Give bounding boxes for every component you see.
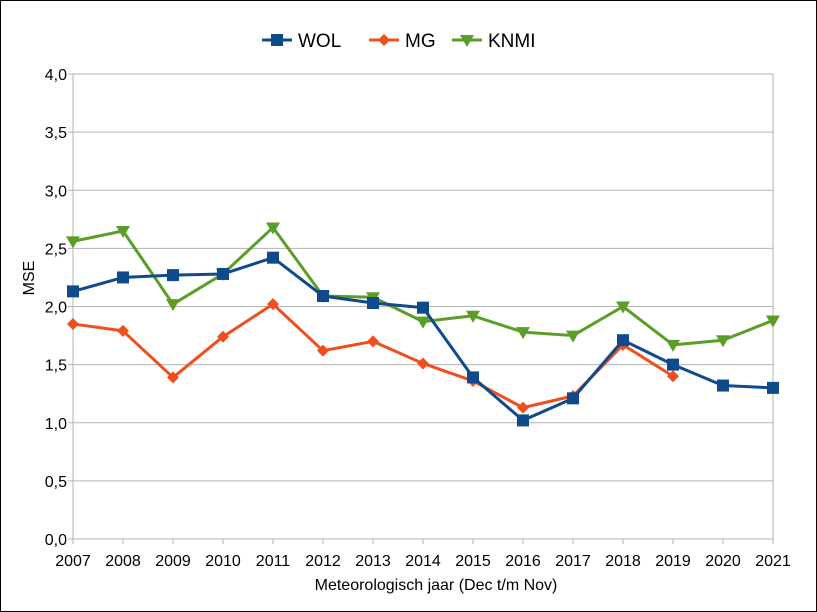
legend-marker <box>460 35 474 47</box>
x-tick-label: 2008 <box>105 553 141 570</box>
data-point-mg <box>667 370 679 383</box>
data-point-wol <box>267 251 279 264</box>
data-point-knmi <box>516 327 530 340</box>
x-tick-label: 2012 <box>305 553 341 570</box>
x-tick-label: 2019 <box>655 553 691 570</box>
y-tick-label: 4,0 <box>45 67 67 84</box>
legend-marker <box>271 34 283 46</box>
y-tick-label: 1,0 <box>45 416 67 433</box>
data-point-knmi <box>66 236 80 249</box>
x-tick-label: 2018 <box>605 553 641 570</box>
x-tick-label: 2010 <box>205 553 241 570</box>
data-point-wol <box>317 290 329 303</box>
legend-item-knmi: KNMI <box>452 31 536 52</box>
y-tick-label: 1,5 <box>45 358 67 375</box>
data-point-mg <box>367 335 379 348</box>
data-point-knmi <box>616 301 630 314</box>
data-point-knmi <box>566 330 580 343</box>
data-point-wol <box>67 285 79 298</box>
y-tick-label: 3,0 <box>45 183 67 200</box>
grid-lines <box>73 73 773 482</box>
series-line-wol <box>72 256 774 422</box>
x-tick-label: 2016 <box>505 553 541 570</box>
data-point-wol <box>767 381 779 394</box>
x-tick-label: 2014 <box>405 553 441 570</box>
y-tick-label: 2,5 <box>45 241 67 258</box>
y-tick-label: 0,0 <box>45 532 67 549</box>
data-point-wol <box>567 392 579 405</box>
x-tick-label: 2007 <box>55 553 91 570</box>
x-tick-label: 2009 <box>155 553 191 570</box>
legend-item-mg: MG <box>369 31 436 52</box>
legend-label: KNMI <box>488 31 536 52</box>
x-tick-label: 2011 <box>256 553 291 570</box>
data-point-wol <box>367 297 379 310</box>
data-point-wol <box>667 358 679 371</box>
data-point-wol <box>167 269 179 282</box>
data-point-mg <box>67 317 79 330</box>
data-point-mg <box>267 298 279 311</box>
series-mg <box>67 298 679 414</box>
series-line-mg <box>72 302 674 410</box>
x-tick-label: 2021 <box>755 553 791 570</box>
data-point-knmi <box>416 316 430 329</box>
y-axis-title: MSE <box>21 261 38 296</box>
data-point-knmi <box>666 339 680 352</box>
data-point-wol <box>517 414 529 427</box>
data-point-mg <box>317 344 329 357</box>
data-point-knmi <box>116 225 130 238</box>
legend-label: WOL <box>298 31 341 52</box>
x-tick-label: 2015 <box>455 553 491 570</box>
data-point-mg <box>117 324 129 337</box>
legend-marker <box>378 34 390 46</box>
data-point-knmi <box>166 299 180 312</box>
data-point-mg <box>417 357 429 370</box>
series-wol <box>67 251 779 427</box>
data-point-wol <box>467 371 479 384</box>
data-point-wol <box>117 271 129 284</box>
series-knmi <box>66 222 780 352</box>
data-point-knmi <box>466 310 480 323</box>
legend-item-wol: WOL <box>262 31 341 52</box>
data-point-wol <box>617 334 629 347</box>
data-point-mg <box>217 330 229 343</box>
x-tick-label: 2020 <box>705 553 741 570</box>
y-tick-label: 2,0 <box>45 300 67 317</box>
y-tick-label: 3,5 <box>45 125 67 142</box>
data-point-knmi <box>266 222 280 235</box>
x-axis-title: Meteorologisch jaar (Dec t/m Nov) <box>315 577 558 594</box>
y-axis-ticks: 0,0 0,5 1,0 1,5 2,0 2,5 3,0 3,5 4,0 <box>45 67 73 549</box>
data-point-knmi <box>766 315 780 328</box>
series-layer <box>66 222 780 427</box>
x-tick-label: 2013 <box>355 553 391 570</box>
data-point-mg <box>167 371 179 384</box>
legend-label: MG <box>405 31 436 52</box>
data-point-wol <box>217 267 229 280</box>
x-axis-ticks: 2007 2008 2009 2010 2011 2012 2013 2014 2015 2016… <box>55 539 791 570</box>
y-tick-label: 0,5 <box>45 474 67 491</box>
data-point-mg <box>517 401 529 414</box>
data-point-wol <box>417 301 429 314</box>
data-point-knmi <box>716 335 730 348</box>
x-tick-label: 2017 <box>555 553 591 570</box>
legend: WOL MG KNMI <box>262 31 536 52</box>
data-point-wol <box>717 379 729 392</box>
